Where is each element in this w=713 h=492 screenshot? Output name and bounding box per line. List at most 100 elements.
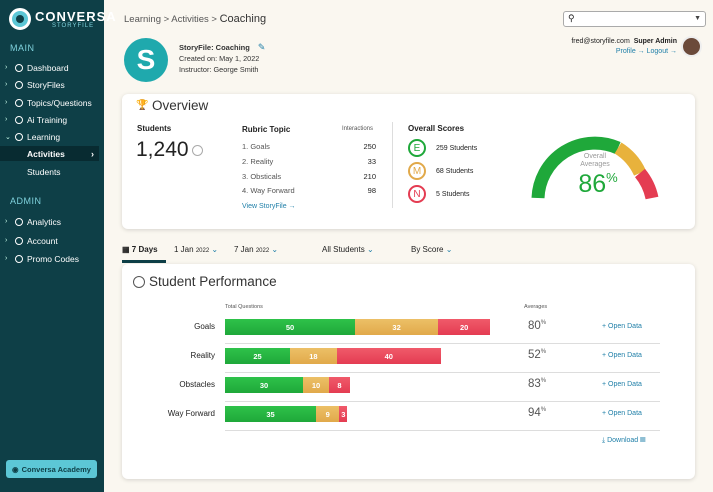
bar-segment: 35	[225, 406, 316, 422]
sidebar-item-activities[interactable]: Activities ›	[0, 146, 99, 161]
avatar[interactable]	[681, 36, 702, 57]
row-label: Reality	[190, 351, 215, 360]
brand-sub: STORYFILE	[52, 23, 95, 29]
score-e-badge: E	[408, 139, 426, 157]
scores-label: Overall Scores	[408, 124, 465, 133]
topic-name: 4. Way Forward	[242, 186, 295, 195]
created-date: Created on: May 1, 2022	[179, 54, 260, 63]
user-info: fred@storyfile.com Super Admin Profile →…	[571, 38, 677, 55]
academy-button[interactable]: ◉ Conversa Academy	[6, 460, 97, 478]
breadcrumb: Learning > Activities > Coaching	[124, 13, 267, 25]
user-circle-icon	[133, 276, 145, 288]
open-data-button[interactable]: + Open Data	[602, 410, 642, 417]
date-to-select[interactable]: 7 Jan 2022 ⌄	[234, 245, 279, 254]
person-icon	[15, 80, 23, 89]
score-e-students: 259 Students	[436, 145, 478, 152]
sort-select[interactable]: By Score ⌄	[411, 245, 453, 254]
gauge-value: 86%	[578, 170, 618, 198]
row-divider	[225, 372, 660, 373]
chevron-right-icon: ›	[91, 148, 94, 159]
gauge-label: Overall Averages	[580, 153, 610, 168]
bar-segment: 50	[225, 319, 355, 335]
performance-title: Student Performance	[149, 274, 277, 289]
tab-underline	[122, 260, 166, 263]
storyfile-name: StoryFile: Coaching	[179, 43, 250, 52]
bar-segment: 25	[225, 348, 290, 364]
bar-segment: 10	[303, 377, 329, 393]
date-from-select[interactable]: 1 Jan 2022 ⌄	[174, 245, 219, 254]
section-admin: ADMIN	[10, 196, 42, 206]
row-average: 94%	[528, 407, 547, 419]
sidebar: CONVERSA STORYFILE MAIN › Dashboard › Stor…	[0, 0, 116, 492]
topic-name: 1. Goals	[242, 142, 270, 151]
crumb-activities[interactable]: Activities	[171, 14, 209, 25]
chevron-down-icon[interactable]: ▼	[694, 15, 701, 22]
chart-icon	[15, 217, 23, 226]
row-label: Goals	[194, 322, 215, 331]
profile-link[interactable]: Profile	[615, 48, 636, 55]
tag-icon	[15, 254, 23, 263]
topic-value: 250	[363, 142, 376, 151]
eye-icon	[15, 132, 23, 141]
row-divider	[225, 401, 660, 402]
plus-icon: +	[602, 323, 609, 330]
topic-value: 33	[367, 157, 376, 166]
sidebar-item-learning[interactable]: ⌄ Learning	[5, 131, 61, 142]
search-icon: ⚲	[568, 13, 575, 23]
user-role: Super Admin	[633, 38, 677, 45]
bar-segment: 9	[316, 406, 340, 422]
sidebar-item-ai-training[interactable]: › Ai Training	[5, 114, 68, 125]
open-data-button[interactable]: + Open Data	[602, 381, 642, 388]
logout-link[interactable]: Logout	[646, 48, 669, 55]
interactions-label: Interactions	[342, 126, 374, 132]
open-data-button[interactable]: + Open Data	[602, 352, 642, 359]
score-n-students: 5 Students	[436, 191, 470, 198]
overview-card	[122, 94, 695, 229]
bar-segment: 32	[355, 319, 439, 335]
chat-icon	[15, 98, 23, 107]
search-input[interactable]: ⚲ ▼	[563, 11, 706, 27]
bar-segment: 3	[339, 406, 348, 422]
sidebar-item-storyfiles[interactable]: › StoryFiles	[5, 79, 65, 90]
sidebar-item-dashboard[interactable]: › Dashboard	[5, 62, 69, 73]
section-main: MAIN	[10, 43, 35, 53]
view-storyfile-link[interactable]: View StoryFile →	[242, 203, 296, 210]
sidebar-item-promo-codes[interactable]: › Promo Codes	[5, 253, 79, 264]
gear-icon	[15, 236, 23, 245]
brand-name: CONVERSA	[35, 9, 117, 24]
calendar-icon: ▦	[122, 245, 130, 254]
dashboard-icon	[15, 63, 23, 72]
bar-segment: 30	[225, 377, 303, 393]
trophy-icon: 🏆	[136, 100, 149, 111]
storyfile-logo-icon: S	[124, 38, 168, 82]
bar-segment: 20	[438, 319, 491, 335]
open-data-button[interactable]: + Open Data	[602, 323, 642, 330]
instructor: Instructor: George Smith	[179, 65, 259, 74]
row-divider	[225, 430, 660, 431]
tab-7-days[interactable]: ▦ 7 Days	[122, 245, 158, 254]
rubric-label: Rubric Topic	[242, 125, 291, 134]
download-icon: ⤓	[602, 437, 606, 444]
bar-segment: 18	[290, 348, 337, 364]
row-average: 80%	[528, 320, 547, 332]
sidebar-item-topics[interactable]: › Topics/Questions	[5, 97, 92, 108]
edit-icon[interactable]: ✎	[257, 42, 266, 52]
plus-icon: +	[602, 410, 609, 417]
row-label: Obstacles	[179, 380, 215, 389]
crumb-coaching: Coaching	[219, 13, 267, 25]
score-m-students: 68 Students	[436, 168, 474, 175]
crumb-learning[interactable]: Learning	[124, 14, 161, 25]
sidebar-item-account[interactable]: › Account	[5, 235, 58, 246]
download-link[interactable]: ⤓ Download ▤	[602, 437, 646, 444]
plus-icon: +	[602, 381, 609, 388]
sparkle-icon	[15, 115, 23, 124]
user-email: fred@storyfile.com	[571, 38, 630, 45]
students-filter-select[interactable]: All Students ⌄	[322, 245, 374, 254]
sidebar-item-students[interactable]: Students	[27, 166, 61, 177]
averages-label: Averages	[524, 304, 548, 310]
plus-icon: +	[602, 352, 609, 359]
sidebar-item-analytics[interactable]: › Analytics	[5, 216, 62, 227]
user-icon	[192, 145, 203, 156]
topic-value: 210	[363, 172, 376, 181]
topic-value: 98	[367, 186, 376, 195]
